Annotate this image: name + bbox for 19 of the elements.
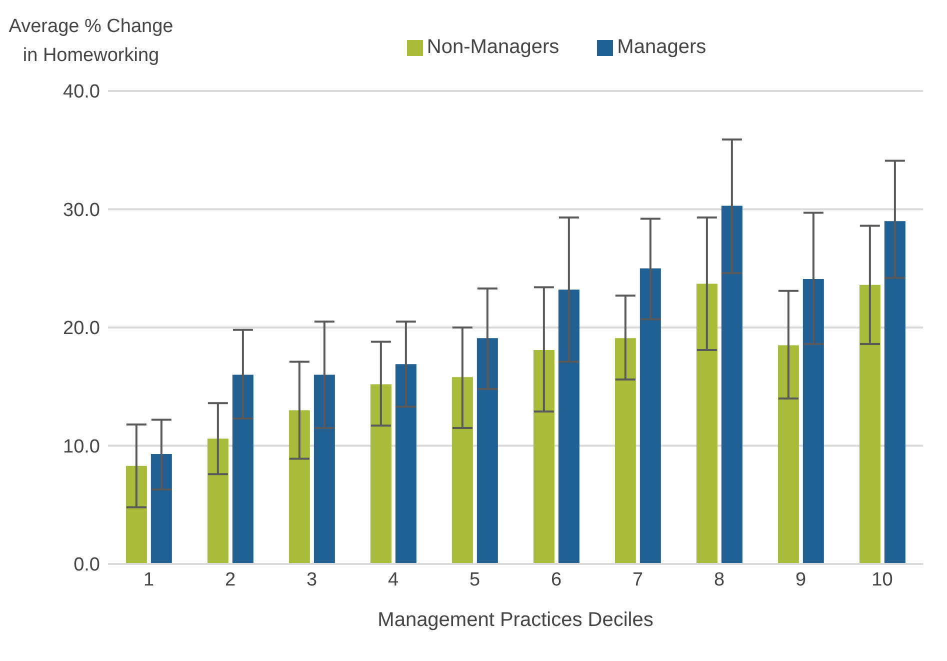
x-tick-label: 10 [872, 569, 893, 590]
y-tick-label: 10.0 [63, 436, 100, 458]
x-axis-title: Management Practices Deciles [378, 609, 654, 631]
x-tick-label: 9 [795, 569, 806, 590]
y-tick-label: 40.0 [63, 82, 100, 103]
x-tick-label: 4 [388, 569, 399, 590]
x-tick-label: 1 [143, 569, 154, 590]
x-tick-label: 7 [632, 569, 644, 590]
x-tick-label: 3 [306, 569, 318, 590]
x-tick-label: 2 [224, 569, 236, 590]
legend-label: Managers [617, 36, 706, 58]
y-tick-label: 0.0 [74, 554, 100, 576]
y-axis-title: Average % Change in Homeworking [8, 15, 174, 68]
legend-label: Non-Managers [426, 36, 560, 58]
y-tick-label: 20.0 [63, 318, 100, 340]
x-tick-label: 8 [714, 569, 725, 590]
x-tick-label: 6 [550, 569, 562, 590]
x-tick-label: 5 [469, 569, 480, 590]
y-tick-label: 30.0 [63, 200, 100, 221]
